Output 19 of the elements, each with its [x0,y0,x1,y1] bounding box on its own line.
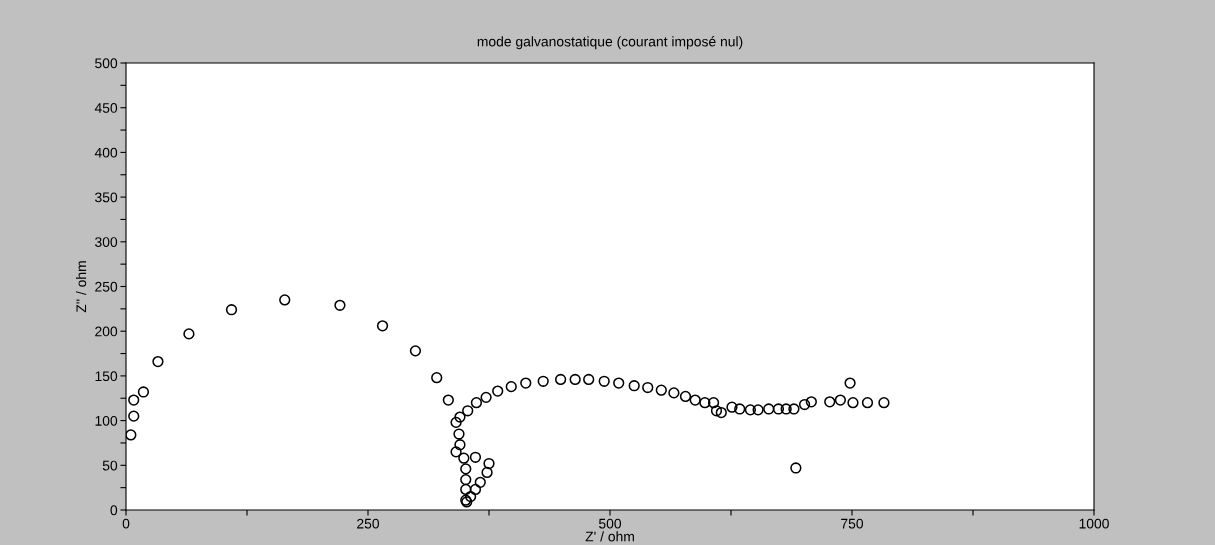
x-tick-label: 750 [841,518,864,529]
x-tick-label: 250 [357,518,380,529]
y-tick-label: 150 [95,371,118,382]
y-tick-label: 300 [95,237,118,247]
y-tick-label: 0 [110,505,118,516]
chart-title: mode galvanostatique (courant imposé nul) [477,36,743,50]
y-tick-label: 200 [95,326,118,337]
y-tick-label: 500 [95,58,118,69]
y-tick-label: 50 [102,460,118,471]
y-axis-title: Z'' / ohm [75,261,87,313]
y-tick-label: 100 [95,415,118,426]
y-tick-label: 250 [95,281,118,292]
y-tick-label: 350 [95,192,118,203]
y-tick-label: 450 [94,103,118,113]
x-axis-title: Z' / ohm [585,531,634,542]
x-tick-label: 0 [122,518,130,529]
y-tick-label: 400 [94,147,118,158]
x-tick-label: 500 [598,518,622,529]
x-tick-label: 1000 [1079,518,1109,529]
